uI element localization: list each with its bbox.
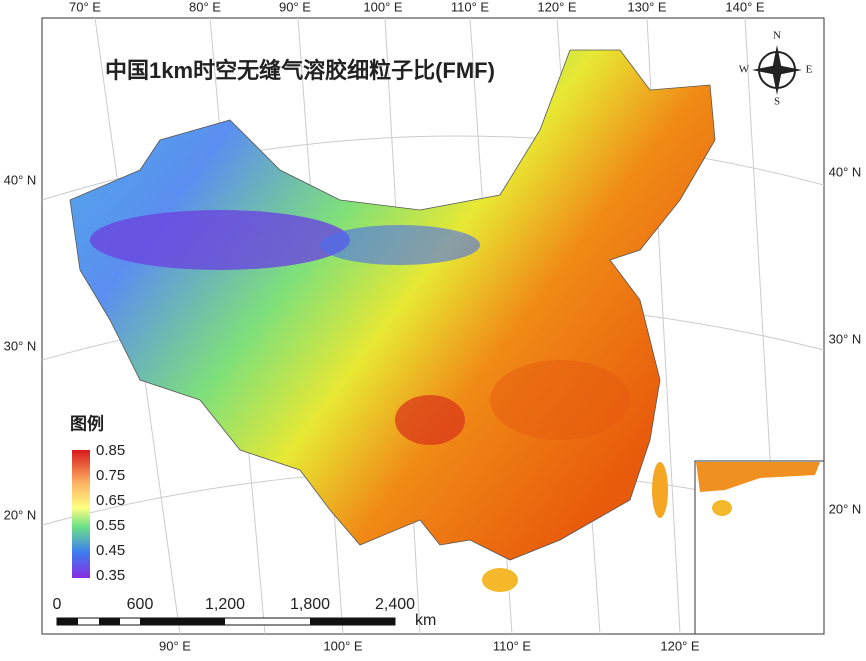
lat-label: 20° N xyxy=(829,501,862,516)
lon-label: 90° E xyxy=(279,0,311,14)
tarim-basin xyxy=(90,210,350,270)
lon-label: 70° E xyxy=(69,0,101,14)
lon-label: 130° E xyxy=(627,0,667,14)
legend-label: 0.85 xyxy=(96,442,125,459)
lat-label: 40° N xyxy=(4,172,37,187)
southeast-high xyxy=(490,360,630,440)
lat-label: 20° N xyxy=(4,507,37,522)
lon-label: 110° E xyxy=(451,0,490,14)
lon-label: 120° E xyxy=(537,0,577,14)
lon-label: 140° E xyxy=(725,0,765,14)
scale-label: 2,400 xyxy=(375,596,415,613)
legend-label: 0.75 xyxy=(96,467,125,484)
compass-n: N xyxy=(773,30,781,42)
lat-label: 40° N xyxy=(829,164,862,179)
legend-label: 0.45 xyxy=(96,542,125,559)
lon-label: 90° E xyxy=(159,638,191,653)
lon-label: 100° E xyxy=(363,0,403,14)
lat-label: 30° N xyxy=(4,338,37,353)
desert-region xyxy=(320,225,480,265)
legend-label: 0.65 xyxy=(96,492,125,509)
compass-w: W xyxy=(739,64,750,76)
compass: N E S W xyxy=(739,30,813,108)
scale-unit: km xyxy=(415,612,436,629)
taiwan xyxy=(652,462,668,518)
lon-label: 110° E xyxy=(493,638,532,653)
lat-label: 30° N xyxy=(829,331,862,346)
inset-hainan xyxy=(712,500,732,516)
compass-s: S xyxy=(774,96,780,108)
scale-label: 1,200 xyxy=(205,596,245,613)
legend-title: 图例 xyxy=(70,413,104,433)
hainan xyxy=(482,568,518,592)
scale-label: 600 xyxy=(127,596,154,613)
color-bar xyxy=(72,450,90,578)
compass-e: E xyxy=(806,64,813,76)
sichuan-basin xyxy=(395,395,465,445)
inset-coast xyxy=(696,462,820,492)
scale-label: 1,800 xyxy=(290,596,330,613)
scale-bar: km xyxy=(56,612,436,629)
lon-label: 120° E xyxy=(660,638,700,653)
legend: 图例 xyxy=(70,413,104,578)
lon-label: 80° E xyxy=(189,0,221,14)
scale-label: 0 xyxy=(53,596,62,613)
map-title: 中国1km时空无缝气溶胶细粒子比(FMF) xyxy=(105,58,495,83)
lon-label: 100° E xyxy=(323,638,363,653)
legend-label: 0.35 xyxy=(96,567,125,584)
legend-label: 0.55 xyxy=(96,517,125,534)
